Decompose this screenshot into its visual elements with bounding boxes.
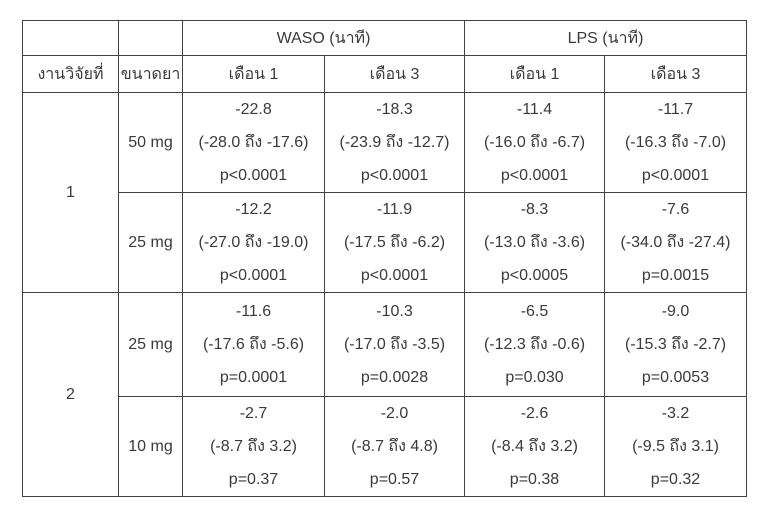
result-cell: -11.4 (-16.0 ถึง -6.7) p<0.0001 <box>464 92 605 193</box>
result-cell: -9.0 (-15.3 ถึง -2.7) p=0.0053 <box>604 292 747 397</box>
confidence-interval: (-13.0 ถึง -3.6) <box>483 234 586 251</box>
confidence-interval: (-15.3 ถึง -2.7) <box>624 336 727 353</box>
table-row: 2 25 mg -11.6 (-17.6 ถึง -5.6) p=0.0001 … <box>22 292 747 497</box>
effect-value: -6.5 <box>520 303 549 320</box>
table-row: 10 mg -2.7 (-8.7 ถึง 3.2) p=0.37 -2.0 (-… <box>23 396 747 497</box>
result-cell: -11.7 (-16.3 ถึง -7.0) p<0.0001 <box>604 92 747 193</box>
p-value: p=0.0053 <box>641 369 710 386</box>
p-value: p=0.0028 <box>360 369 429 386</box>
lps-month1-header: เดือน 1 <box>464 55 605 93</box>
confidence-interval: (-16.3 ถึง -7.0) <box>624 134 727 151</box>
lps-month3-header: เดือน 3 <box>604 55 747 93</box>
effect-value: -3.2 <box>661 405 690 422</box>
waso-month3-header: เดือน 3 <box>324 55 465 93</box>
result-cell: -6.5 (-12.3 ถึง -0.6) p=0.030 <box>464 292 605 397</box>
effect-value: -9.0 <box>661 303 690 320</box>
confidence-interval: (-27.0 ถึง -19.0) <box>198 234 309 251</box>
dose-column-header: ขนาดยา <box>118 55 183 93</box>
confidence-interval: (-17.6 ถึง -5.6) <box>202 336 305 353</box>
confidence-interval: (-28.0 ถึง -17.6) <box>198 134 309 151</box>
confidence-interval: (-8.7 ถึง 3.2) <box>210 438 297 455</box>
confidence-interval: (-17.5 ถึง -6.2) <box>343 234 446 251</box>
dose-cell: 50 mg <box>118 92 183 193</box>
p-value: p<0.0001 <box>360 167 429 184</box>
p-value: p<0.0001 <box>500 167 569 184</box>
confidence-interval: (-8.4 ถึง 3.2) <box>491 438 578 455</box>
effect-value: -11.9 <box>376 201 413 218</box>
effect-value: -18.3 <box>376 101 413 118</box>
confidence-interval: (-17.0 ถึง -3.5) <box>343 336 446 353</box>
empty-header-cell-dose <box>118 20 183 56</box>
confidence-interval: (-34.0 ถึง -27.4) <box>620 234 731 251</box>
confidence-interval: (-16.0 ถึง -6.7) <box>483 134 586 151</box>
p-value: p=0.0015 <box>641 267 710 284</box>
effect-value: -8.3 <box>520 201 549 218</box>
p-value: p<0.0001 <box>219 167 288 184</box>
empty-header-cell-study <box>22 20 119 56</box>
dose-cell: 10 mg <box>118 396 183 497</box>
effect-value: -11.6 <box>235 303 272 320</box>
study-column-header: งานวิจัยที่ <box>22 55 119 93</box>
effect-value: -2.0 <box>380 405 409 422</box>
dose-cell: 25 mg <box>118 192 183 293</box>
waso-group-header: WASO (นาที) <box>182 20 465 56</box>
month-header-row: งานวิจัยที่ ขนาดยา เดือน 1 เดือน 3 เดือน… <box>22 55 747 93</box>
effect-value: -22.8 <box>235 101 272 118</box>
p-value: p<0.0005 <box>500 267 569 284</box>
result-cell: -11.6 (-17.6 ถึง -5.6) p=0.0001 <box>182 292 325 397</box>
effect-value: -12.2 <box>235 201 272 218</box>
p-value: p<0.0001 <box>219 267 288 284</box>
result-cell: -8.3 (-13.0 ถึง -3.6) p<0.0005 <box>464 192 605 293</box>
result-cell: -2.0 (-8.7 ถึง 4.8) p=0.57 <box>324 396 465 497</box>
study-number-cell: 2 <box>22 292 119 497</box>
confidence-interval: (-12.3 ถึง -0.6) <box>483 336 586 353</box>
table-row: 25 mg -12.2 (-27.0 ถึง -19.0) p<0.0001 -… <box>23 192 747 293</box>
confidence-interval: (-9.5 ถึง 3.1) <box>632 438 719 455</box>
effect-value: -2.7 <box>239 405 268 422</box>
result-cell: -18.3 (-23.9 ถึง -12.7) p<0.0001 <box>324 92 465 193</box>
effect-value: -10.3 <box>376 303 413 320</box>
confidence-interval: (-23.9 ถึง -12.7) <box>339 134 450 151</box>
results-table-container: WASO (นาที) LPS (นาที) งานวิจัยที่ ขนาดย… <box>22 20 747 497</box>
p-value: p=0.0001 <box>219 369 288 386</box>
p-value: p=0.38 <box>509 471 560 488</box>
p-value: p<0.0001 <box>360 267 429 284</box>
lps-group-header: LPS (นาที) <box>464 20 747 56</box>
result-cell: -22.8 (-28.0 ถึง -17.6) p<0.0001 <box>182 92 325 193</box>
study-number-cell: 1 <box>22 92 119 293</box>
dose-cell: 25 mg <box>118 292 183 397</box>
result-cell: -12.2 (-27.0 ถึง -19.0) p<0.0001 <box>182 192 325 293</box>
result-cell: -11.9 (-17.5 ถึง -6.2) p<0.0001 <box>324 192 465 293</box>
p-value: p=0.57 <box>369 471 420 488</box>
results-table: WASO (นาที) LPS (นาที) งานวิจัยที่ ขนาดย… <box>22 20 747 497</box>
result-cell: -2.6 (-8.4 ถึง 3.2) p=0.38 <box>464 396 605 497</box>
table-row: 1 50 mg -22.8 (-28.0 ถึง -17.6) p<0.0001… <box>22 92 747 293</box>
confidence-interval: (-8.7 ถึง 4.8) <box>351 438 438 455</box>
effect-value: -11.7 <box>657 101 694 118</box>
waso-month1-header: เดือน 1 <box>182 55 325 93</box>
p-value: p=0.030 <box>505 369 564 386</box>
effect-value: -11.4 <box>516 101 553 118</box>
result-cell: -10.3 (-17.0 ถึง -3.5) p=0.0028 <box>324 292 465 397</box>
p-value: p=0.37 <box>228 471 279 488</box>
group-header-row: WASO (นาที) LPS (นาที) <box>22 20 747 56</box>
result-cell: -7.6 (-34.0 ถึง -27.4) p=0.0015 <box>604 192 747 293</box>
effect-value: -2.6 <box>520 405 549 422</box>
effect-value: -7.6 <box>661 201 690 218</box>
result-cell: -2.7 (-8.7 ถึง 3.2) p=0.37 <box>182 396 325 497</box>
p-value: p<0.0001 <box>641 167 710 184</box>
p-value: p=0.32 <box>650 471 701 488</box>
result-cell: -3.2 (-9.5 ถึง 3.1) p=0.32 <box>604 396 747 497</box>
